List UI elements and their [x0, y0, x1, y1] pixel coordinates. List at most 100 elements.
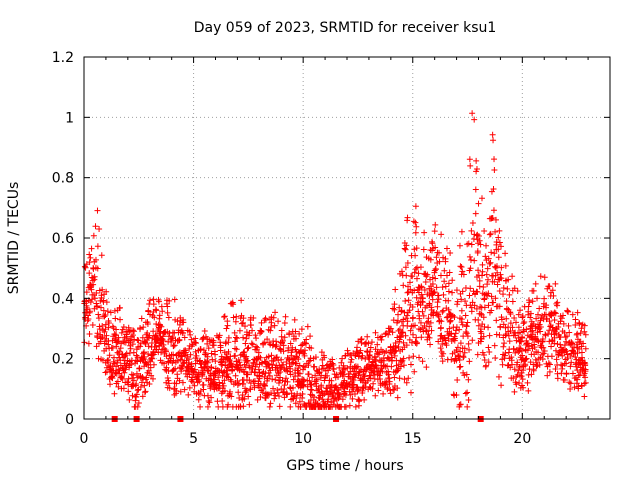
data-point: [300, 381, 307, 388]
data-point: [582, 374, 589, 381]
data-point: [475, 267, 482, 274]
data-point: [250, 314, 257, 321]
data-point: [502, 262, 509, 269]
data-point: [481, 304, 488, 311]
data-point: [541, 295, 548, 302]
data-point: [447, 317, 454, 324]
data-point: [536, 361, 543, 368]
data-point: [395, 343, 402, 350]
data-point: [436, 258, 443, 265]
data-point: [496, 331, 503, 338]
data-point: [357, 336, 364, 343]
data-point: [460, 354, 467, 361]
data-point: [109, 375, 116, 382]
data-point: [462, 328, 469, 335]
data-point: [546, 368, 553, 375]
data-points: [81, 110, 589, 410]
data-point: [287, 365, 294, 372]
data-point: [530, 287, 537, 294]
data-point: [569, 340, 576, 347]
data-point: [204, 403, 211, 410]
data-point: [225, 348, 232, 355]
data-point: [185, 391, 192, 398]
data-point: [157, 322, 164, 329]
data-point: [243, 335, 250, 342]
data-point: [92, 256, 99, 263]
data-point: [369, 385, 376, 392]
data-point: [427, 319, 434, 326]
data-point: [184, 364, 191, 371]
data-point: [437, 272, 444, 279]
data-point: [530, 367, 537, 374]
data-point: [355, 386, 362, 393]
data-point: [165, 333, 172, 340]
data-point: [492, 295, 499, 302]
data-point: [173, 380, 180, 387]
data-point: [503, 306, 510, 313]
data-point: [515, 367, 522, 374]
data-point: [532, 280, 539, 287]
data-point: [459, 268, 466, 275]
data-point: [468, 241, 475, 248]
data-point: [421, 323, 428, 330]
data-point: [94, 207, 101, 214]
data-point: [88, 245, 95, 252]
data-point: [439, 284, 446, 291]
data-point: [109, 344, 116, 351]
data-point: [359, 352, 366, 359]
data-point: [228, 300, 235, 307]
data-point: [558, 370, 565, 377]
data-point: [491, 156, 498, 163]
data-point: [221, 313, 228, 320]
data-point: [197, 346, 204, 353]
data-point: [477, 241, 484, 248]
data-point: [428, 327, 435, 334]
data-point: [519, 352, 526, 359]
data-point: [399, 329, 406, 336]
data-point: [502, 324, 509, 331]
data-point: [159, 308, 166, 315]
data-point: [469, 110, 476, 117]
data-point: [158, 349, 165, 356]
axis-ticks: 0 5 10 15 20 0 0.2 0.4 0.6 0.8 1 1.2: [52, 50, 610, 447]
data-point: [249, 327, 256, 334]
data-point: [208, 364, 215, 371]
data-point: [114, 378, 121, 385]
data-point: [554, 299, 561, 306]
data-point: [404, 214, 411, 221]
data-point: [392, 286, 399, 293]
data-point: [380, 362, 387, 369]
data-point: [200, 381, 207, 388]
data-point: [460, 271, 467, 278]
data-point: [498, 243, 505, 250]
data-point: [500, 291, 507, 298]
data-point: [430, 309, 437, 316]
data-point: [485, 344, 492, 351]
data-point: [131, 328, 138, 335]
data-point: [534, 329, 541, 336]
data-point: [448, 356, 455, 363]
data-point: [431, 228, 438, 235]
data-point: [234, 335, 241, 342]
data-point: [279, 389, 286, 396]
data-point: [419, 358, 426, 365]
data-point: [582, 379, 589, 386]
data-point: [161, 360, 168, 367]
data-point: [409, 314, 416, 321]
data-point: [244, 371, 251, 378]
data-point: [217, 347, 224, 354]
data-point: [464, 319, 471, 326]
data-point: [142, 388, 149, 395]
data-point: [474, 351, 481, 358]
data-point: [482, 253, 489, 260]
data-point: [574, 367, 581, 374]
data-point: [395, 311, 402, 318]
data-point: [532, 356, 539, 363]
data-point: [216, 332, 223, 339]
y-tick-label: 0.4: [52, 291, 74, 307]
data-point: [524, 347, 531, 354]
data-point: [567, 363, 574, 370]
data-point: [130, 349, 137, 356]
data-point: [445, 280, 452, 287]
data-point: [330, 361, 337, 368]
